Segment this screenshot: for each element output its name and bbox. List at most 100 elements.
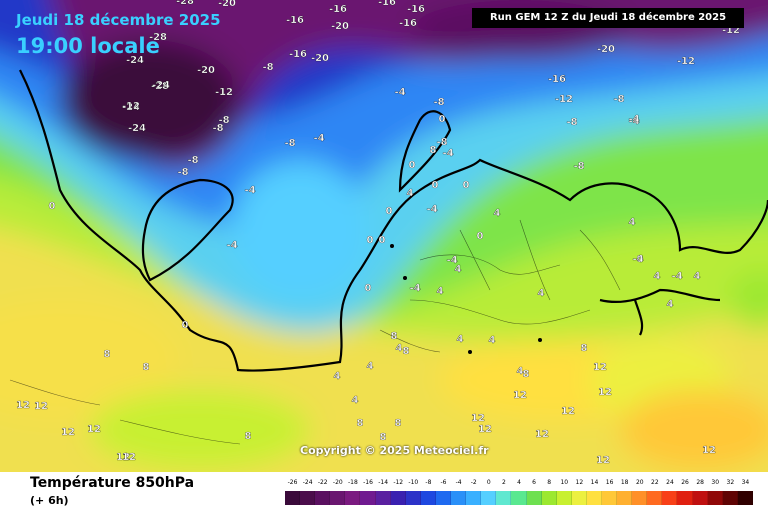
isotherm-label: 4 xyxy=(352,395,359,406)
isotherm-label: 0 xyxy=(432,180,439,191)
isotherm-label: 0 xyxy=(439,114,446,125)
isotherm-label: -4 xyxy=(244,185,255,196)
isotherm-label: -24 xyxy=(152,80,170,91)
isotherm-label: -8 xyxy=(187,155,198,166)
isotherm-label: -4 xyxy=(394,87,405,98)
isotherm-label: 4 xyxy=(334,371,341,382)
isotherm-label: -16 xyxy=(548,74,566,85)
scale-swatch xyxy=(375,491,391,505)
isotherm-label: -20 xyxy=(197,65,215,76)
isotherm-label: 12 xyxy=(702,445,716,456)
isotherm-label: -28 xyxy=(176,0,194,7)
scale-swatch xyxy=(617,491,633,505)
isotherm-label: 8 xyxy=(395,418,402,429)
scale-swatch xyxy=(330,491,346,505)
isotherm-label: 4 xyxy=(538,288,545,299)
isotherm-label: -20 xyxy=(597,44,615,55)
scale-swatch xyxy=(677,491,693,505)
scale-swatch xyxy=(586,491,602,505)
isotherm-label: -8 xyxy=(573,161,584,172)
isotherm-label: -28 xyxy=(149,32,167,43)
scale-tick-label: 22 xyxy=(651,479,659,486)
isotherm-label: 4 xyxy=(396,343,403,354)
scale-swatch xyxy=(692,491,708,505)
scale-swatch xyxy=(632,491,648,505)
isotherm-label: 12 xyxy=(471,413,485,424)
isotherm-label: 0 xyxy=(379,235,386,246)
scale-tick-label: -24 xyxy=(302,479,313,486)
scale-tick-label: 28 xyxy=(696,479,704,486)
isotherm-label: 12 xyxy=(598,387,612,398)
scale-swatch xyxy=(601,491,618,505)
isotherm-label: -20 xyxy=(218,0,236,9)
isotherm-label: -12 xyxy=(555,94,573,105)
isotherm-label: -24 xyxy=(126,55,144,66)
isotherm-label: 12 xyxy=(87,424,101,435)
scale-tick-label: -26 xyxy=(287,479,298,486)
scale-tick-label: 12 xyxy=(575,479,584,486)
isotherm-label: -8 xyxy=(613,94,624,105)
isotherm-label: 4 xyxy=(517,366,524,377)
scale-swatch xyxy=(541,491,557,505)
scale-swatch xyxy=(466,491,482,505)
isotherm-label: 12 xyxy=(593,362,607,373)
scale-swatch xyxy=(737,491,753,505)
scale-tick-label: 6 xyxy=(532,479,536,486)
scale-swatch xyxy=(390,491,406,505)
scale-swatch xyxy=(511,491,527,505)
isotherm-label: -28 xyxy=(176,0,194,7)
scale-tick-label: 20 xyxy=(635,479,644,486)
isotherm-label: 8 xyxy=(357,418,364,429)
isotherm-label: 12 xyxy=(561,406,575,417)
isotherm-label: 12 xyxy=(478,424,492,435)
copyright-notice: Copyright © 2025 Meteociel.fr xyxy=(300,444,489,457)
isotherm-label: 0 xyxy=(182,320,189,331)
scale-tick-label: -22 xyxy=(317,479,328,486)
scale-swatch xyxy=(345,491,361,505)
isotherm-label: 0 xyxy=(637,254,644,265)
isotherm-label: -12 xyxy=(215,87,233,98)
isotherm-label: -4 xyxy=(226,240,237,251)
isotherm-label: 4 xyxy=(489,335,496,346)
run-info: Run GEM 12 Z du Jeudi 18 décembre 2025 xyxy=(472,8,744,28)
isotherm-label: -16 xyxy=(329,4,347,15)
isotherm-label: -8 xyxy=(262,62,273,73)
land-details xyxy=(390,244,542,354)
scale-tick-label: -10 xyxy=(408,479,419,486)
scale-swatch xyxy=(722,491,738,505)
scale-swatch xyxy=(420,491,436,505)
scale-tick-label: -16 xyxy=(363,479,373,486)
scale-swatch xyxy=(526,491,542,505)
isotherm-label: 0 xyxy=(386,206,393,217)
isotherm-label: 4 xyxy=(437,286,444,297)
isotherm-label: -4 xyxy=(628,114,639,125)
forecast-time: 19:00 locale xyxy=(16,34,160,58)
isotherm-label: 8 xyxy=(391,331,398,342)
scale-swatch xyxy=(315,491,331,505)
isotherm-label: -4 xyxy=(426,204,437,215)
scale-swatch xyxy=(451,491,467,505)
isotherm-label: 0 xyxy=(365,283,372,294)
forecast-date: Jeudi 18 décembre 2025 xyxy=(16,11,221,29)
scale-tick-label: 18 xyxy=(620,479,629,486)
isotherm-label: -4 xyxy=(446,255,457,266)
color-scale xyxy=(285,491,753,505)
scale-swatch xyxy=(300,491,316,505)
scale-tick-label: -8 xyxy=(425,479,432,486)
scale-tick-label: 34 xyxy=(741,479,750,486)
scale-tick-label: 0 xyxy=(486,479,491,486)
scale-swatch xyxy=(496,491,512,505)
isotherm-label: 12 xyxy=(116,452,130,463)
isotherm-label: -24 xyxy=(122,102,140,113)
isotherm-label: 8 xyxy=(403,346,410,357)
isotherm-label: -8 xyxy=(212,123,223,134)
isotherm-label: -8 xyxy=(566,117,577,128)
scale-tick-label: 30 xyxy=(711,479,720,486)
isotherm-label: -12 xyxy=(122,101,140,112)
scale-swatch xyxy=(481,491,497,505)
isotherm-label: 8 xyxy=(143,362,150,373)
isotherm-label: 4 xyxy=(457,334,464,345)
scale-swatch xyxy=(360,491,376,505)
scale-swatch xyxy=(556,491,572,505)
scale-tick-label: -6 xyxy=(440,479,447,486)
